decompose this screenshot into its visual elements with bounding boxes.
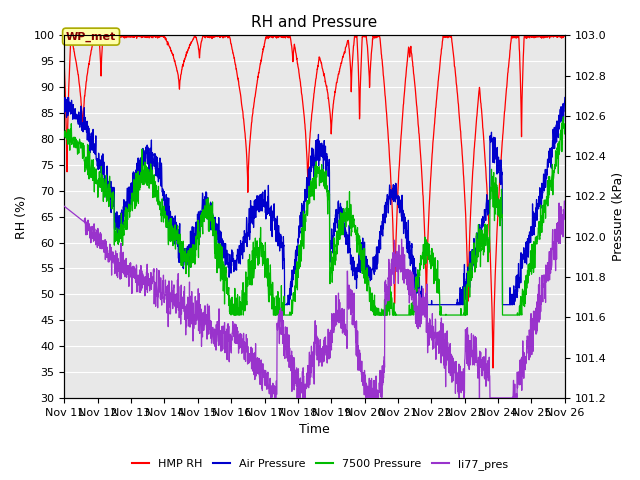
Y-axis label: Pressure (kPa): Pressure (kPa) <box>612 172 625 261</box>
Title: RH and Pressure: RH and Pressure <box>252 15 378 30</box>
Y-axis label: RH (%): RH (%) <box>15 195 28 239</box>
Legend: HMP RH, Air Pressure, 7500 Pressure, li77_pres: HMP RH, Air Pressure, 7500 Pressure, li7… <box>127 455 513 474</box>
Text: WP_met: WP_met <box>66 32 116 42</box>
X-axis label: Time: Time <box>299 423 330 436</box>
